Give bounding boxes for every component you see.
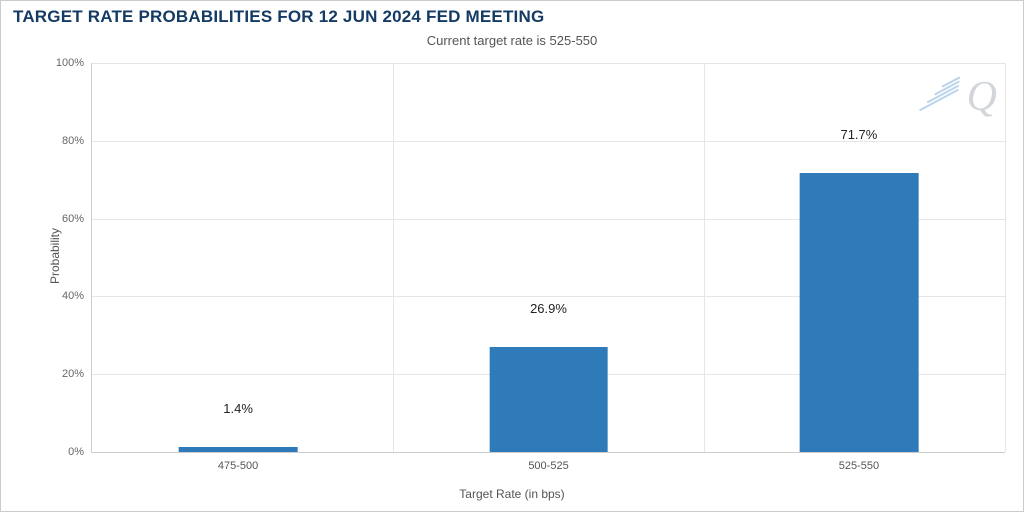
x-axis-title: Target Rate (in bps) — [1, 487, 1023, 501]
gridline-v — [1005, 63, 1006, 452]
gridline-v — [704, 63, 705, 452]
ytick-label: 80% — [62, 135, 92, 147]
xtick-label: 525-550 — [839, 452, 879, 472]
ytick-label: 0% — [68, 446, 92, 458]
bar — [800, 173, 919, 452]
plot-area: 0%20%40%60%80%100%1.4%475-50026.9%500-52… — [91, 63, 1005, 453]
bar-value-label: 1.4% — [223, 401, 253, 424]
xtick-label: 500-525 — [528, 452, 568, 472]
ytick-label: 100% — [56, 57, 92, 69]
gridline-h — [92, 63, 1005, 64]
chart-subtitle: Current target rate is 525-550 — [1, 33, 1023, 48]
chart-title: TARGET RATE PROBABILITIES FOR 12 JUN 202… — [13, 7, 544, 27]
chart-container: TARGET RATE PROBABILITIES FOR 12 JUN 202… — [0, 0, 1024, 512]
bar — [489, 347, 608, 452]
y-axis-title: Probability — [48, 228, 62, 284]
bar-value-label: 71.7% — [840, 127, 877, 150]
gridline-v — [393, 63, 394, 452]
ytick-label: 40% — [62, 290, 92, 302]
ytick-label: 60% — [62, 213, 92, 225]
bar-value-label: 26.9% — [530, 301, 567, 324]
xtick-label: 475-500 — [218, 452, 258, 472]
ytick-label: 20% — [62, 368, 92, 380]
